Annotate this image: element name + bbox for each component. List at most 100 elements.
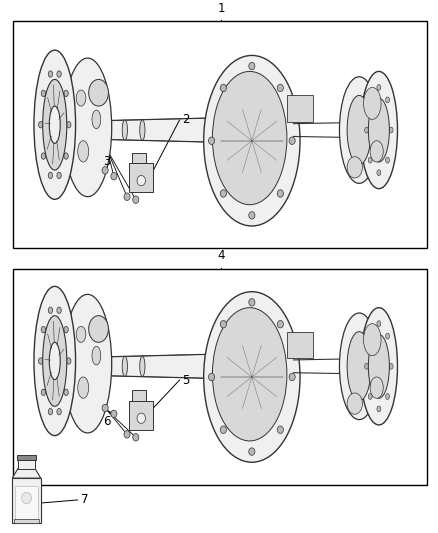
- Circle shape: [220, 190, 226, 197]
- Text: 1: 1: [217, 2, 225, 15]
- Ellipse shape: [377, 321, 381, 327]
- Ellipse shape: [67, 122, 71, 128]
- Ellipse shape: [377, 84, 381, 91]
- Bar: [13, 269, 427, 485]
- Ellipse shape: [339, 313, 379, 419]
- Ellipse shape: [39, 358, 43, 364]
- Bar: [13, 21, 427, 248]
- Polygon shape: [112, 352, 283, 380]
- Polygon shape: [12, 469, 41, 478]
- Ellipse shape: [42, 79, 67, 170]
- Circle shape: [111, 410, 117, 417]
- Circle shape: [277, 190, 283, 197]
- Ellipse shape: [64, 294, 112, 433]
- Ellipse shape: [88, 316, 109, 342]
- Circle shape: [277, 84, 283, 92]
- Circle shape: [289, 373, 295, 381]
- Ellipse shape: [140, 120, 145, 140]
- Circle shape: [133, 433, 139, 441]
- Ellipse shape: [385, 333, 389, 339]
- Ellipse shape: [49, 342, 60, 379]
- Ellipse shape: [41, 90, 46, 96]
- Ellipse shape: [385, 97, 389, 103]
- Bar: [12, 478, 41, 523]
- Circle shape: [249, 62, 255, 70]
- Bar: [131, 153, 146, 163]
- Ellipse shape: [204, 55, 300, 226]
- Bar: [131, 390, 146, 401]
- Ellipse shape: [41, 389, 46, 395]
- Ellipse shape: [39, 122, 43, 128]
- Text: 4: 4: [217, 249, 225, 262]
- Circle shape: [111, 173, 117, 180]
- Ellipse shape: [368, 334, 389, 398]
- Ellipse shape: [389, 364, 393, 369]
- Ellipse shape: [76, 326, 86, 342]
- Ellipse shape: [122, 356, 127, 376]
- Ellipse shape: [34, 286, 76, 435]
- Circle shape: [124, 193, 130, 200]
- Ellipse shape: [140, 356, 145, 376]
- Ellipse shape: [368, 97, 372, 103]
- Bar: [287, 332, 313, 358]
- Text: 6: 6: [103, 415, 111, 427]
- Circle shape: [220, 320, 226, 328]
- Ellipse shape: [78, 141, 88, 162]
- Bar: [15, 486, 38, 519]
- Ellipse shape: [385, 157, 389, 163]
- Ellipse shape: [347, 95, 371, 165]
- Text: 3: 3: [104, 155, 111, 167]
- Ellipse shape: [377, 406, 381, 412]
- Circle shape: [249, 212, 255, 219]
- Ellipse shape: [64, 90, 68, 96]
- Ellipse shape: [92, 110, 101, 128]
- Ellipse shape: [364, 87, 381, 119]
- Text: 7: 7: [81, 494, 88, 506]
- Circle shape: [208, 137, 215, 144]
- Circle shape: [220, 84, 226, 92]
- Ellipse shape: [41, 326, 46, 333]
- Ellipse shape: [212, 308, 287, 441]
- Ellipse shape: [78, 377, 88, 398]
- Circle shape: [289, 137, 295, 144]
- Bar: [14, 519, 39, 523]
- Ellipse shape: [137, 413, 145, 423]
- Ellipse shape: [76, 90, 86, 106]
- Ellipse shape: [64, 389, 68, 395]
- Ellipse shape: [64, 58, 112, 197]
- Ellipse shape: [364, 127, 368, 133]
- Ellipse shape: [122, 120, 127, 140]
- Ellipse shape: [212, 71, 287, 205]
- Ellipse shape: [57, 172, 61, 179]
- Ellipse shape: [368, 98, 389, 162]
- Ellipse shape: [41, 153, 46, 159]
- Bar: [129, 401, 153, 430]
- Circle shape: [277, 426, 283, 433]
- Ellipse shape: [360, 308, 398, 425]
- Ellipse shape: [49, 106, 60, 143]
- Ellipse shape: [360, 71, 398, 189]
- Ellipse shape: [21, 492, 32, 504]
- Circle shape: [133, 196, 139, 204]
- Circle shape: [124, 431, 130, 438]
- Ellipse shape: [204, 292, 300, 462]
- Ellipse shape: [92, 346, 101, 365]
- Ellipse shape: [339, 77, 379, 183]
- Ellipse shape: [389, 127, 393, 133]
- Ellipse shape: [34, 50, 76, 199]
- Text: 2: 2: [182, 114, 189, 126]
- Ellipse shape: [364, 324, 381, 356]
- Ellipse shape: [64, 153, 68, 159]
- Bar: [17, 455, 36, 460]
- Ellipse shape: [347, 332, 371, 401]
- Circle shape: [249, 298, 255, 306]
- Polygon shape: [112, 116, 283, 144]
- Ellipse shape: [347, 393, 362, 414]
- Ellipse shape: [368, 393, 372, 399]
- Circle shape: [249, 448, 255, 455]
- Ellipse shape: [88, 79, 109, 106]
- Ellipse shape: [57, 71, 61, 77]
- Ellipse shape: [370, 377, 383, 398]
- Ellipse shape: [48, 172, 53, 179]
- Bar: [18, 460, 35, 469]
